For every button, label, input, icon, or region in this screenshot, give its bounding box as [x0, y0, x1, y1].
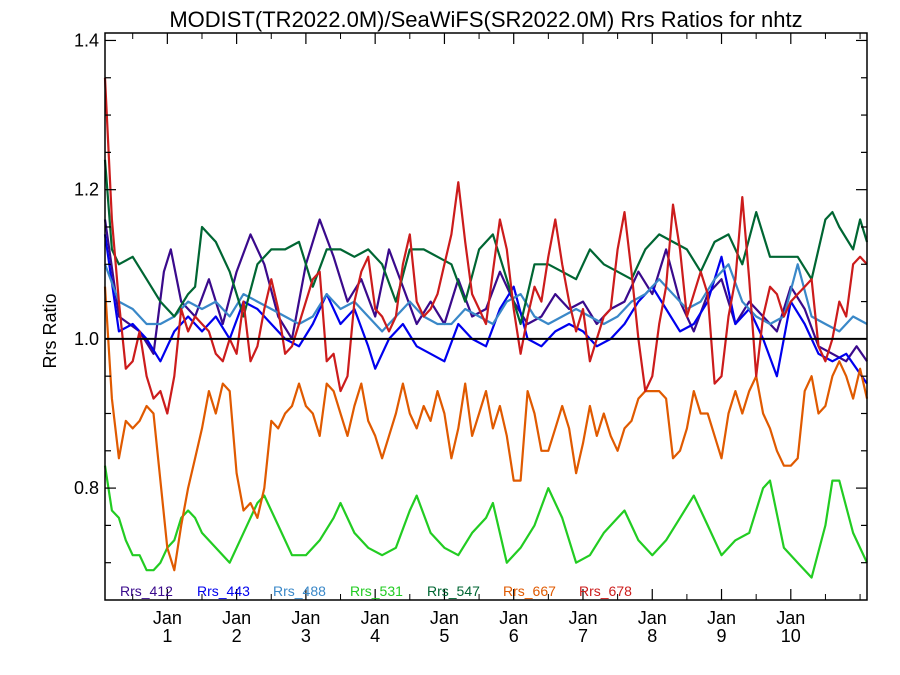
x-tick-label-month: Jan	[430, 608, 459, 628]
x-tick-label-year: 6	[509, 626, 519, 646]
x-tick-label-month: Jan	[361, 608, 390, 628]
x-tick-label-year: 1	[162, 626, 172, 646]
y-tick-label: 0.8	[74, 478, 99, 498]
series-layer	[103, 77, 869, 579]
x-tick-label-month: Jan	[707, 608, 736, 628]
x-tick-label-year: 5	[439, 626, 449, 646]
x-tick-label-year: 2	[232, 626, 242, 646]
legend-entry-rrs-488: Rrs_488	[273, 583, 326, 599]
legend-entry-rrs-412: Rrs_412	[120, 583, 173, 599]
legend-entry-rrs-547: Rrs_547	[427, 583, 480, 599]
series-line-rrs-443	[103, 234, 868, 385]
plot-area-frame	[104, 32, 868, 601]
chart-title: MODIST(TR2022.0M)/SeaWiFS(SR2022.0M) Rrs…	[169, 7, 802, 32]
x-tick-label-month: Jan	[291, 608, 320, 628]
legend-entry-rrs-531: Rrs_531	[350, 583, 403, 599]
x-tick-label-year: 10	[781, 626, 801, 646]
x-tick-label-year: 7	[578, 626, 588, 646]
series-line-rrs-412	[103, 218, 868, 363]
x-tick-label-month: Jan	[153, 608, 182, 628]
x-tick-label-year: 8	[647, 626, 657, 646]
y-tick-label: 1.0	[74, 329, 99, 349]
y-tick-label: 1.2	[74, 180, 99, 200]
y-tick-label: 1.4	[74, 30, 99, 50]
legend-entry-rrs-443: Rrs_443	[197, 583, 250, 599]
x-tick-label-year: 9	[717, 626, 727, 646]
y-axis-label: Rrs Ratio	[40, 293, 60, 368]
series-line-rrs-547	[103, 159, 869, 326]
x-tick-label-year: 4	[370, 626, 380, 646]
series-line-rrs-531	[103, 465, 868, 579]
x-tick-label-month: Jan	[638, 608, 667, 628]
x-tick-label-month: Jan	[222, 608, 251, 628]
x-tick-label-month: Jan	[776, 608, 805, 628]
legend-entry-rrs-667: Rrs_667	[503, 583, 556, 599]
x-tick-label-month: Jan	[499, 608, 528, 628]
legend-entry-rrs-678: Rrs_678	[579, 583, 632, 599]
x-tick-label-month: Jan	[568, 608, 597, 628]
axis-ticks: 0.81.01.21.4Jan1Jan2Jan3Jan4Jan5Jan6Jan7…	[74, 30, 867, 646]
series-line-rrs-667	[103, 286, 869, 572]
legend: Rrs_412 Rrs_443 Rrs_488 Rrs_531 Rrs_547 Rrs_6…	[120, 583, 632, 599]
series-line-rrs-678	[103, 77, 868, 415]
x-tick-label-year: 3	[301, 626, 311, 646]
